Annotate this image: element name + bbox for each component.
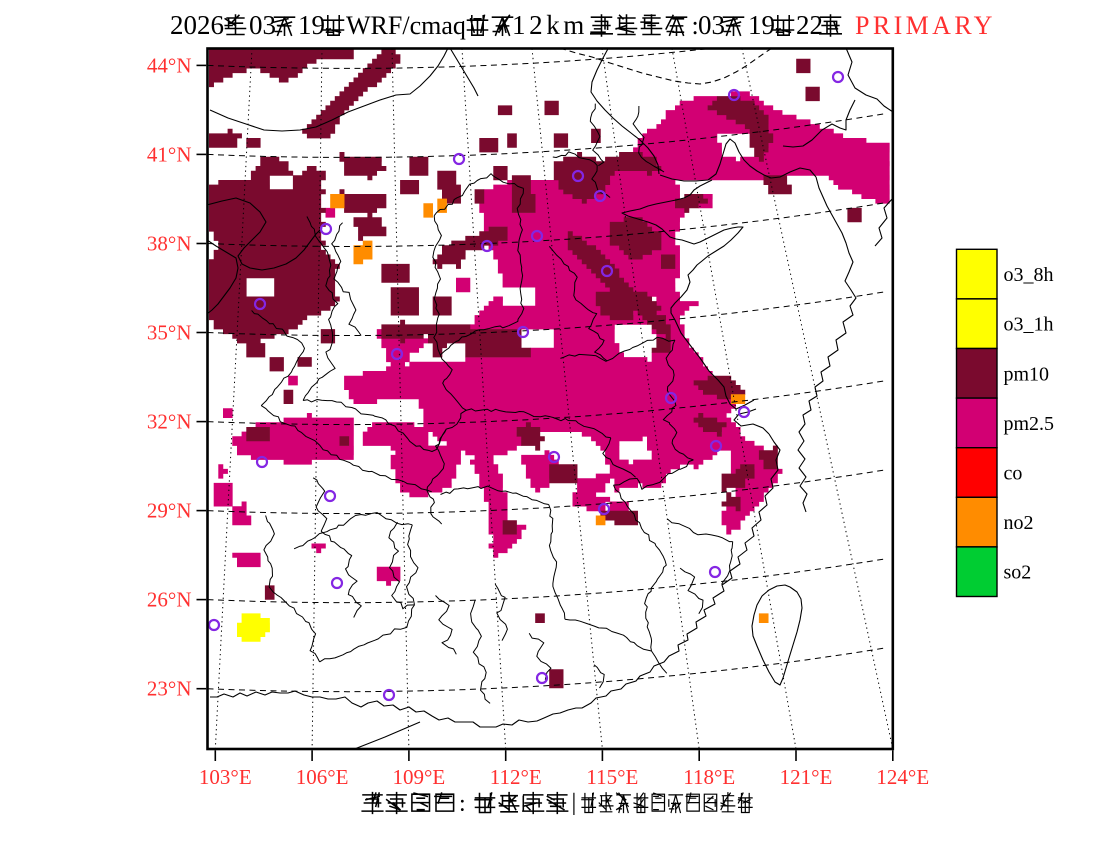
svg-text:PRIMARY: PRIMARY <box>855 11 996 40</box>
svg-text:26°N: 26°N <box>147 588 192 612</box>
svg-text:o3_1h: o3_1h <box>1004 314 1054 336</box>
svg-text:106°E: 106°E <box>296 765 349 789</box>
svg-text:no2: no2 <box>1004 512 1034 534</box>
svg-text:103°E: 103°E <box>199 765 252 789</box>
svg-text:so2: so2 <box>1004 562 1032 584</box>
svg-text:23°N: 23°N <box>147 677 192 701</box>
svg-text:41°N: 41°N <box>147 142 192 166</box>
svg-text:co: co <box>1004 463 1023 485</box>
svg-text::: : <box>459 791 466 817</box>
svg-text:19: 19 <box>298 10 325 40</box>
svg-text:109°E: 109°E <box>393 765 446 789</box>
svg-text:03: 03 <box>698 10 725 40</box>
svg-text:o3_8h: o3_8h <box>1004 264 1054 286</box>
svg-text:29°N: 29°N <box>147 499 192 523</box>
svg-text:2026: 2026 <box>170 10 224 40</box>
svg-text:pm2.5: pm2.5 <box>1004 413 1055 435</box>
svg-text:124°E: 124°E <box>876 765 929 789</box>
svg-text:32°N: 32°N <box>147 410 192 434</box>
svg-text:|: | <box>572 790 577 816</box>
svg-text:44°N: 44°N <box>147 53 192 77</box>
svg-text:22: 22 <box>796 10 823 40</box>
svg-text:19: 19 <box>748 10 775 40</box>
svg-text:121°E: 121°E <box>780 765 833 789</box>
svg-text:118°E: 118°E <box>683 765 735 789</box>
svg-text:03: 03 <box>249 10 276 40</box>
svg-text:112°E: 112°E <box>490 765 542 789</box>
svg-text:pm10: pm10 <box>1004 363 1050 385</box>
svg-text:WRF/cmaq: WRF/cmaq <box>346 11 466 40</box>
svg-text:12km: 12km <box>512 10 588 40</box>
svg-text::: : <box>692 11 699 40</box>
svg-text:115°E: 115°E <box>586 765 638 789</box>
svg-text:35°N: 35°N <box>147 321 192 345</box>
svg-text:38°N: 38°N <box>147 232 192 256</box>
